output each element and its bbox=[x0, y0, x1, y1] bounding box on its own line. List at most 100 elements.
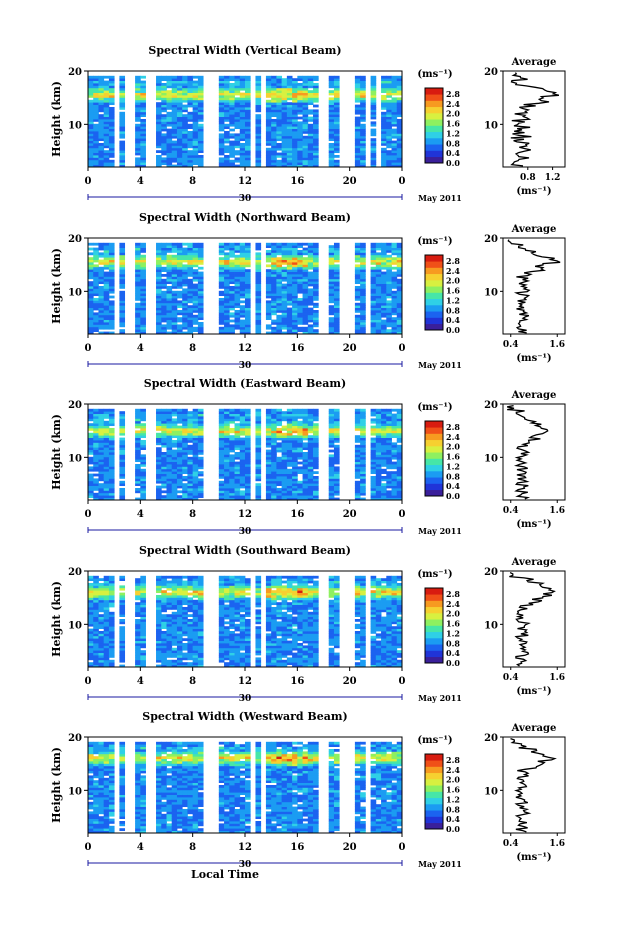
heatmap-cell bbox=[360, 109, 366, 112]
heatmap-cell bbox=[360, 324, 366, 327]
heatmap-cell bbox=[140, 248, 146, 251]
heatmap-cell bbox=[276, 288, 282, 291]
heatmap-cell bbox=[287, 416, 293, 419]
heatmap-cell bbox=[276, 469, 282, 472]
heatmap-cell bbox=[355, 83, 361, 86]
heatmap-cell bbox=[308, 447, 314, 450]
heatmap-cell bbox=[287, 435, 293, 438]
heatmap-cell bbox=[287, 426, 293, 429]
heatmap-cell bbox=[182, 117, 188, 120]
heatmap-cell bbox=[235, 279, 241, 282]
heatmap-cell bbox=[308, 454, 314, 457]
heatmap-cell bbox=[334, 245, 340, 248]
heatmap-cell bbox=[245, 264, 251, 267]
heatmap-cell bbox=[360, 250, 366, 253]
x-tick-label: 4 bbox=[137, 343, 144, 354]
heatmap-cell bbox=[109, 296, 115, 299]
heatmap-cell bbox=[219, 445, 225, 448]
heatmap-cell bbox=[313, 114, 319, 117]
heatmap-cell bbox=[88, 629, 94, 632]
heatmap-cell bbox=[381, 88, 387, 91]
heatmap-cell bbox=[287, 90, 293, 93]
colorbar-swatch bbox=[425, 94, 443, 101]
heatmap-cell bbox=[229, 83, 235, 86]
heatmap-cell bbox=[282, 272, 288, 275]
heatmap-cell bbox=[187, 88, 193, 91]
heatmap-cell bbox=[224, 310, 230, 313]
heatmap-cell bbox=[135, 279, 141, 282]
heatmap-cell bbox=[381, 464, 387, 467]
heatmap-cell bbox=[313, 126, 319, 129]
heatmap-cell bbox=[104, 145, 110, 148]
heatmap-cell bbox=[297, 157, 303, 160]
heatmap-cell bbox=[255, 114, 261, 117]
heatmap-cell bbox=[255, 433, 261, 436]
heatmap-cell bbox=[287, 97, 293, 100]
heatmap-cell bbox=[240, 293, 246, 296]
y-axis-label: Height (km) bbox=[50, 248, 63, 324]
heatmap-cell bbox=[255, 322, 261, 325]
heatmap-cell bbox=[88, 650, 94, 653]
heatmap-cell bbox=[292, 481, 298, 484]
heatmap-cell bbox=[355, 93, 361, 96]
heatmap-cell bbox=[140, 100, 146, 103]
heatmap-cell bbox=[167, 157, 173, 160]
heatmap-cell bbox=[219, 276, 225, 279]
heatmap-cell bbox=[276, 286, 282, 289]
heatmap-cell bbox=[167, 78, 173, 81]
heatmap-cell bbox=[98, 650, 104, 653]
heatmap-cell bbox=[167, 117, 173, 120]
heatmap-cell bbox=[271, 411, 277, 414]
heatmap-cell bbox=[297, 155, 303, 158]
heatmap-cell bbox=[98, 310, 104, 313]
heatmap-cell bbox=[198, 255, 204, 258]
heatmap-cell bbox=[104, 464, 110, 467]
heatmap-cell bbox=[235, 464, 241, 467]
heatmap-cell bbox=[119, 286, 125, 289]
heatmap-cell bbox=[161, 102, 167, 105]
heatmap-cell bbox=[167, 281, 173, 284]
heatmap-cell bbox=[135, 243, 141, 246]
heatmap-cell bbox=[282, 433, 288, 436]
heatmap-cell bbox=[119, 129, 125, 132]
heatmap-cell bbox=[386, 329, 392, 332]
heatmap-cell bbox=[334, 150, 340, 153]
heatmap-cell bbox=[140, 296, 146, 299]
heatmap-cell bbox=[182, 162, 188, 165]
heatmap-cell bbox=[308, 317, 314, 320]
heatmap-cell bbox=[109, 459, 115, 462]
heatmap-cell bbox=[161, 133, 167, 136]
heatmap-cell bbox=[360, 286, 366, 289]
heatmap-cell bbox=[172, 81, 178, 84]
heatmap-cell bbox=[297, 411, 303, 414]
heatmap-cell bbox=[235, 76, 241, 79]
heatmap-cell bbox=[235, 100, 241, 103]
heatmap-cell bbox=[313, 312, 319, 315]
heatmap-cell bbox=[88, 145, 94, 148]
heatmap-cell bbox=[119, 155, 125, 158]
heatmap-cell bbox=[182, 81, 188, 84]
heatmap-cell bbox=[276, 126, 282, 129]
heatmap-cell bbox=[140, 148, 146, 151]
heatmap-cell bbox=[235, 138, 241, 141]
heatmap-cell bbox=[187, 476, 193, 479]
heatmap-cell bbox=[392, 85, 398, 88]
heatmap-cell bbox=[98, 585, 104, 588]
heatmap-cell bbox=[219, 160, 225, 163]
heatmap-cell bbox=[303, 447, 309, 450]
heatmap-cell bbox=[255, 466, 261, 469]
heatmap-cell bbox=[287, 78, 293, 81]
colorbar-swatch bbox=[425, 465, 443, 472]
heatmap-cell bbox=[245, 305, 251, 308]
heatmap-cell bbox=[360, 312, 366, 315]
heatmap-cell bbox=[219, 279, 225, 282]
heatmap-cell bbox=[287, 109, 293, 112]
heatmap-cell bbox=[360, 262, 366, 265]
heatmap-cell bbox=[182, 315, 188, 318]
colorbar bbox=[425, 421, 443, 496]
heatmap-cell bbox=[297, 83, 303, 86]
heatmap-cell bbox=[282, 322, 288, 325]
heatmap-cell bbox=[334, 97, 340, 100]
heatmap-cell bbox=[329, 310, 335, 313]
